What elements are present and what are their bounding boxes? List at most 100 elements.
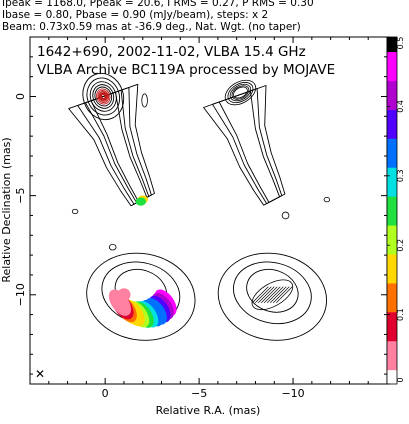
header-line-3: Beam: 0.73x0.59 mas at -36.9 deg., Nat. … bbox=[2, 21, 301, 33]
jet-contour-P bbox=[203, 85, 286, 206]
colorbar-segment bbox=[387, 112, 397, 116]
colorbar-segment bbox=[387, 80, 397, 84]
colorbar-segment bbox=[387, 193, 397, 197]
core-contour-I bbox=[89, 81, 117, 112]
core-contour-P bbox=[233, 86, 248, 99]
colorbar-segment bbox=[387, 326, 397, 330]
colorbar-segment bbox=[387, 178, 397, 183]
colorbar-segment bbox=[387, 132, 397, 136]
evpa-hatch bbox=[258, 286, 275, 304]
x-axis-label: Relative R.A. (mas) bbox=[156, 404, 261, 417]
colorbar-segment bbox=[387, 213, 397, 217]
colorbar-segment bbox=[387, 349, 397, 353]
colorbar-segment bbox=[387, 123, 397, 128]
colorbar-segment bbox=[387, 161, 397, 165]
colorbar-tick-label: 0.1 bbox=[396, 308, 405, 321]
blob-contour bbox=[281, 211, 290, 220]
evpa-hatch bbox=[264, 286, 281, 304]
colorbar-segment bbox=[387, 227, 397, 232]
colorbar-segment bbox=[387, 311, 397, 316]
core-contour-P bbox=[227, 82, 254, 104]
colorbar-segment bbox=[387, 346, 397, 350]
contour-FPOL bbox=[246, 268, 299, 313]
colorbar-segment bbox=[387, 242, 397, 246]
colorbar-segment bbox=[387, 305, 397, 310]
colorbar-segment bbox=[387, 146, 397, 151]
colorbar-segment bbox=[387, 97, 397, 102]
beam-symbol: ✕ bbox=[35, 367, 45, 381]
y-axis-label: Relative Declination (mas) bbox=[0, 137, 13, 282]
blob-contour bbox=[108, 243, 117, 251]
core-contour-I bbox=[94, 86, 113, 107]
tick-marks bbox=[29, 36, 388, 384]
core-contour-P bbox=[231, 85, 250, 100]
colorbar-segment bbox=[387, 74, 397, 79]
colorbar-segment bbox=[387, 236, 397, 241]
colorbar-segment bbox=[387, 265, 397, 269]
colorbar-segment bbox=[387, 106, 397, 110]
x-tick-label: −5 bbox=[191, 387, 207, 400]
colorbar-segment bbox=[387, 190, 397, 194]
core-contour-I bbox=[86, 77, 121, 116]
colorbar-segment bbox=[387, 204, 397, 209]
colorbar-segment bbox=[387, 320, 397, 324]
colorbar-segment bbox=[387, 117, 397, 122]
core-contour-I bbox=[101, 94, 106, 99]
colorbar-segment bbox=[387, 143, 397, 148]
header-line-2: Ibase = 0.80, Pbase = 0.90 (mJy/beam), s… bbox=[2, 9, 269, 21]
colorbar-segment bbox=[387, 100, 397, 105]
colorbar-segment bbox=[387, 331, 397, 336]
jet-contour-I bbox=[68, 83, 155, 207]
colorbar-segment bbox=[387, 352, 397, 356]
colorbar-segment bbox=[387, 196, 397, 200]
jet-contour-P bbox=[218, 90, 281, 203]
colorbar-segment bbox=[387, 300, 397, 304]
colorbar-segment bbox=[387, 216, 397, 220]
contour-FPOL bbox=[233, 261, 312, 325]
colorbar-segment bbox=[387, 268, 397, 272]
colorbar-segment bbox=[387, 343, 397, 348]
core-contour-P bbox=[224, 79, 257, 106]
colorbar-segment bbox=[387, 253, 397, 258]
colorbar-segment bbox=[387, 210, 397, 214]
colorbar-segment bbox=[387, 279, 397, 284]
colorbar-segment bbox=[387, 256, 397, 261]
colorbar-segment bbox=[387, 369, 397, 374]
colorbar-segment bbox=[387, 329, 397, 333]
colorbar-segment bbox=[387, 89, 397, 93]
colorbar-segment bbox=[387, 184, 397, 188]
colorbar-segment bbox=[387, 155, 397, 160]
colorbar-segment bbox=[387, 39, 397, 44]
colorbar-segment bbox=[387, 337, 397, 342]
colorbar-segment bbox=[387, 68, 397, 73]
core-contour-I bbox=[100, 92, 107, 101]
colorbar-segment bbox=[387, 282, 397, 287]
y-tick-label: −10 bbox=[14, 283, 27, 306]
colorbar-segment bbox=[387, 297, 397, 301]
contour-EVPA bbox=[86, 252, 196, 341]
header-line-1: Ipeak = 1168.0, Ppeak = 20.6, I RMS = 0.… bbox=[2, 0, 314, 9]
colorbar-segment bbox=[387, 250, 397, 255]
colorbar-segment bbox=[387, 262, 397, 267]
colorbar-segment bbox=[387, 167, 397, 171]
chart-subtitle: VLBA Archive BC119A processed by MOJAVE bbox=[37, 62, 335, 78]
colorbar-segment bbox=[387, 355, 397, 359]
colorbar-segment bbox=[387, 201, 397, 206]
colorbar-segment bbox=[387, 323, 397, 327]
contour-FPOL bbox=[217, 252, 328, 341]
colorbar-segment bbox=[387, 198, 397, 203]
fpol-pixel bbox=[117, 288, 131, 302]
y-tick-label: −5 bbox=[14, 188, 27, 204]
colorbar-segment bbox=[387, 207, 397, 212]
colorbar-segment bbox=[387, 91, 397, 96]
jet-contour-I bbox=[90, 91, 148, 203]
colorbar-segment bbox=[387, 120, 397, 125]
colorbar-segment bbox=[387, 366, 397, 371]
hatch-contour bbox=[251, 279, 294, 311]
evpa-hatch bbox=[270, 286, 287, 304]
fpol-colormap-layer bbox=[108, 195, 177, 328]
y-tick-label: 0 bbox=[14, 93, 27, 100]
colorbar-segment bbox=[387, 224, 397, 229]
evpa-hatch bbox=[276, 286, 293, 304]
